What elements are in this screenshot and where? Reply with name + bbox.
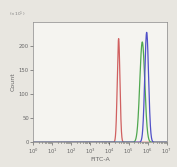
X-axis label: FITC-A: FITC-A xyxy=(90,157,110,162)
Y-axis label: Count: Count xyxy=(11,73,16,91)
Text: $(\times10^1)$: $(\times10^1)$ xyxy=(9,10,25,19)
